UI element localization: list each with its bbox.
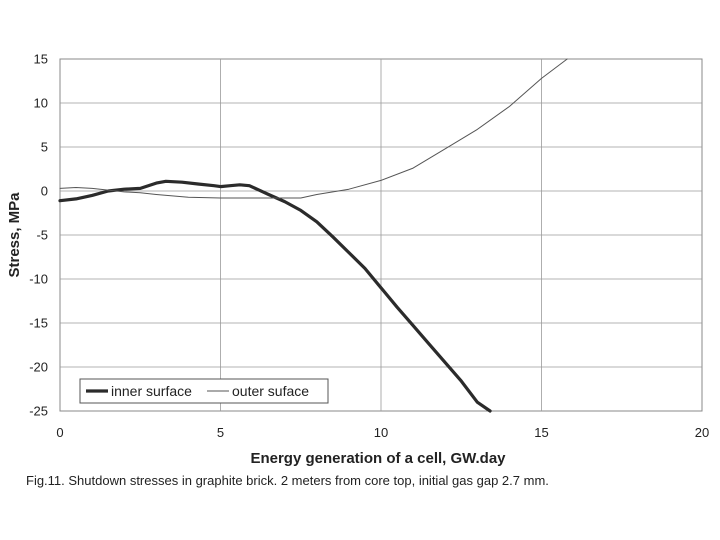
x-tick-label: 20 (695, 425, 709, 440)
y-tick-label: 10 (34, 96, 48, 111)
y-axis-title: Stress, MPa (6, 192, 23, 278)
x-axis-ticks: 0 5 10 15 20 (56, 425, 709, 440)
y-tick-label: -20 (29, 360, 48, 375)
x-tick-label: 0 (56, 425, 63, 440)
x-tick-label: 10 (374, 425, 388, 440)
y-tick-label: 15 (34, 52, 48, 67)
legend-label-outer: outer suface (232, 383, 309, 399)
y-tick-label: -25 (29, 404, 48, 419)
series-line-inner-surface (58, 179, 492, 413)
series-lines (58, 58, 568, 413)
grid (60, 59, 702, 411)
x-tick-label: 5 (217, 425, 224, 440)
y-axis-ticks: 15 10 5 0 -5 -10 -15 -20 -25 (29, 52, 48, 419)
y-tick-label: -15 (29, 316, 48, 331)
y-tick-label: 0 (41, 184, 48, 199)
legend-box (79, 378, 329, 404)
series-line-outer-surface (59, 58, 568, 199)
figure-caption: Fig.11. Shutdown stresses in graphite br… (26, 473, 549, 488)
legend: inner surface outer suface (79, 378, 329, 404)
legend-label-inner: inner surface (111, 383, 192, 399)
y-tick-label: -5 (36, 228, 48, 243)
y-tick-label: -10 (29, 272, 48, 287)
x-axis-title: Energy generation of a cell, GW.day (250, 450, 506, 467)
y-tick-label: 5 (41, 140, 48, 155)
x-tick-label: 15 (534, 425, 548, 440)
